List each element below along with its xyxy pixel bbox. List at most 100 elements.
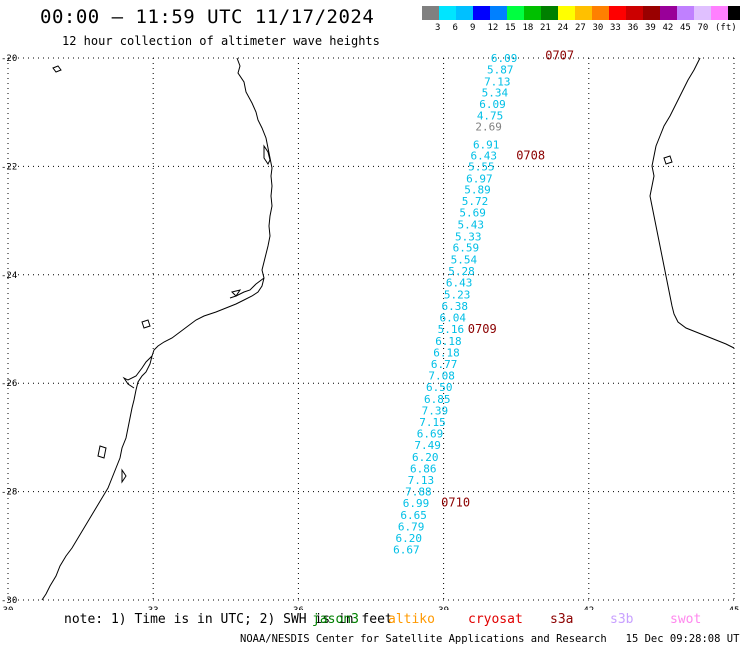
lat-tick-label: -22 xyxy=(1,162,17,172)
swh-value: 6.77 xyxy=(431,358,458,371)
generated-timestamp: 15 Dec 09:28:08 UTC 2024 xyxy=(625,633,740,645)
colorbar-swatch xyxy=(524,6,541,20)
colorbar-label: 24 xyxy=(557,23,569,33)
swh-value: 5.34 xyxy=(482,87,509,100)
swh-value: 6.69 xyxy=(417,428,444,441)
swh-value: 5.16 xyxy=(438,323,465,336)
units-note: note: 1) Time is in UTC; 2) SWH is in fe… xyxy=(64,612,393,627)
satellite-cryosat: cryosat xyxy=(468,612,523,627)
swh-value: 6.79 xyxy=(398,520,425,533)
colorbar-swatch xyxy=(541,6,558,20)
swh-value: 5.33 xyxy=(455,230,482,243)
colorbar-swatch xyxy=(575,6,592,20)
swh-value: 6.43 xyxy=(446,276,473,289)
credit-text: NOAA/NESDIS Center for Satellite Applica… xyxy=(240,633,607,645)
colorbar-label: 39 xyxy=(645,23,656,33)
colorbar-swatch xyxy=(473,6,490,20)
swh-value: 6.18 xyxy=(433,346,460,359)
swh-value: 6.09 xyxy=(479,98,506,111)
inhambane-coast xyxy=(229,277,265,299)
swh-value: 6.86 xyxy=(410,462,437,475)
swh-value: 7.13 xyxy=(408,474,435,487)
swh-value: 5.89 xyxy=(464,184,491,197)
lon-tick-label: 39 xyxy=(438,606,449,610)
madagascar-islet xyxy=(663,155,673,165)
swh-value: 6.65 xyxy=(400,509,427,522)
colorbar-label: 12 xyxy=(487,23,499,33)
colorbar-swatch xyxy=(490,6,507,20)
colorbar-swatch xyxy=(626,6,643,20)
colorbar-swatch xyxy=(592,6,609,20)
swh-value: 6.38 xyxy=(441,300,468,313)
satellite-jason3: jason3 xyxy=(312,612,359,627)
swh-value: 6.43 xyxy=(471,150,498,163)
coastal-lake-3 xyxy=(97,445,107,459)
colorbar-swatch xyxy=(643,6,660,20)
swh-value: 5.87 xyxy=(487,63,514,76)
colorbar-label: 21 xyxy=(540,23,551,33)
lon-tick-label: 30 xyxy=(3,606,14,610)
swh-value: 5.43 xyxy=(457,218,484,231)
colorbar-label: 33 xyxy=(610,23,621,33)
swh-value: 5.28 xyxy=(448,265,475,278)
lat-tick-label: -24 xyxy=(1,271,17,281)
colorbar-labels: 3 6 9 12 15 18 21 24 27 30 33 36 39 42 45 70 (ft) xyxy=(422,23,740,33)
swh-value: 6.67 xyxy=(393,544,420,557)
swh-value: 7.08 xyxy=(428,370,455,383)
colorbar-label: 6 xyxy=(452,23,458,33)
pass-time-label: 0709 xyxy=(468,322,497,336)
lat-lon-grid xyxy=(7,57,735,601)
swh-value: 6.97 xyxy=(466,172,493,185)
swh-observations: 6.095.877.135.346.094.752.696.916.435.55… xyxy=(393,52,517,557)
swh-value: 4.75 xyxy=(477,109,504,122)
colorbar-label: (ft) xyxy=(715,23,737,33)
colorbar-label: 15 xyxy=(505,23,516,33)
pass-time-label: 0707 xyxy=(545,48,574,62)
satellite-altiko: altiko xyxy=(388,612,435,627)
map-title: 00:00 — 11:59 UTC 11/17/2024 xyxy=(40,6,375,28)
colorbar-label: 45 xyxy=(680,23,691,33)
colorbar-label: 18 xyxy=(522,23,534,33)
lat-tick-label: -28 xyxy=(1,488,17,498)
swh-value: 2.69 xyxy=(475,120,502,133)
africa-coastline xyxy=(41,57,273,601)
colorbar-swatch xyxy=(694,6,711,20)
colorbar-swatch xyxy=(439,6,456,20)
swh-value: 7.39 xyxy=(422,404,449,417)
swh-value: 5.72 xyxy=(462,195,489,208)
bazaruto-island xyxy=(263,144,271,165)
lat-tick-label: -26 xyxy=(1,379,17,389)
satellite-swot: swot xyxy=(670,612,702,627)
colorbar-label: 3 xyxy=(435,23,441,33)
swh-value: 6.50 xyxy=(426,381,453,394)
swh-value: 6.20 xyxy=(396,532,423,545)
swh-value: 7.49 xyxy=(414,439,441,452)
colorbar-label: 70 xyxy=(697,23,709,33)
pass-time-label: 0710 xyxy=(441,495,470,509)
colorbar-label: 27 xyxy=(575,23,586,33)
pass-time-label: 0708 xyxy=(516,149,545,163)
swh-value: 5.54 xyxy=(451,254,478,267)
lon-tick-label: 42 xyxy=(583,606,594,610)
colorbar-swatch xyxy=(507,6,524,20)
pass-time-labels: 0707 0708 0709 0710 xyxy=(441,48,574,509)
swh-value: 6.59 xyxy=(453,242,480,255)
swh-value: 6.91 xyxy=(473,139,500,152)
satellite-s3a: s3a xyxy=(550,612,574,627)
wave-height-colorbar xyxy=(422,6,740,20)
coastal-lake-5 xyxy=(231,289,242,297)
colorbar-label: 42 xyxy=(662,23,674,33)
swh-value: 5.55 xyxy=(468,160,495,173)
coastal-lake-2 xyxy=(141,319,151,329)
colorbar-swatch xyxy=(677,6,694,20)
swh-value: 6.18 xyxy=(435,335,462,348)
colorbar-swatch xyxy=(422,6,439,20)
lat-tick-label: -30 xyxy=(1,596,17,606)
colorbar-swatch xyxy=(558,6,575,20)
coastal-lake-4 xyxy=(121,468,127,484)
swh-value: 6.99 xyxy=(403,497,430,510)
credit-line: NOAA/NESDIS Center for Satellite Applica… xyxy=(240,633,740,645)
map-subtitle: 12 hour collection of altimeter wave hei… xyxy=(62,34,380,48)
colorbar-swatch xyxy=(456,6,473,20)
